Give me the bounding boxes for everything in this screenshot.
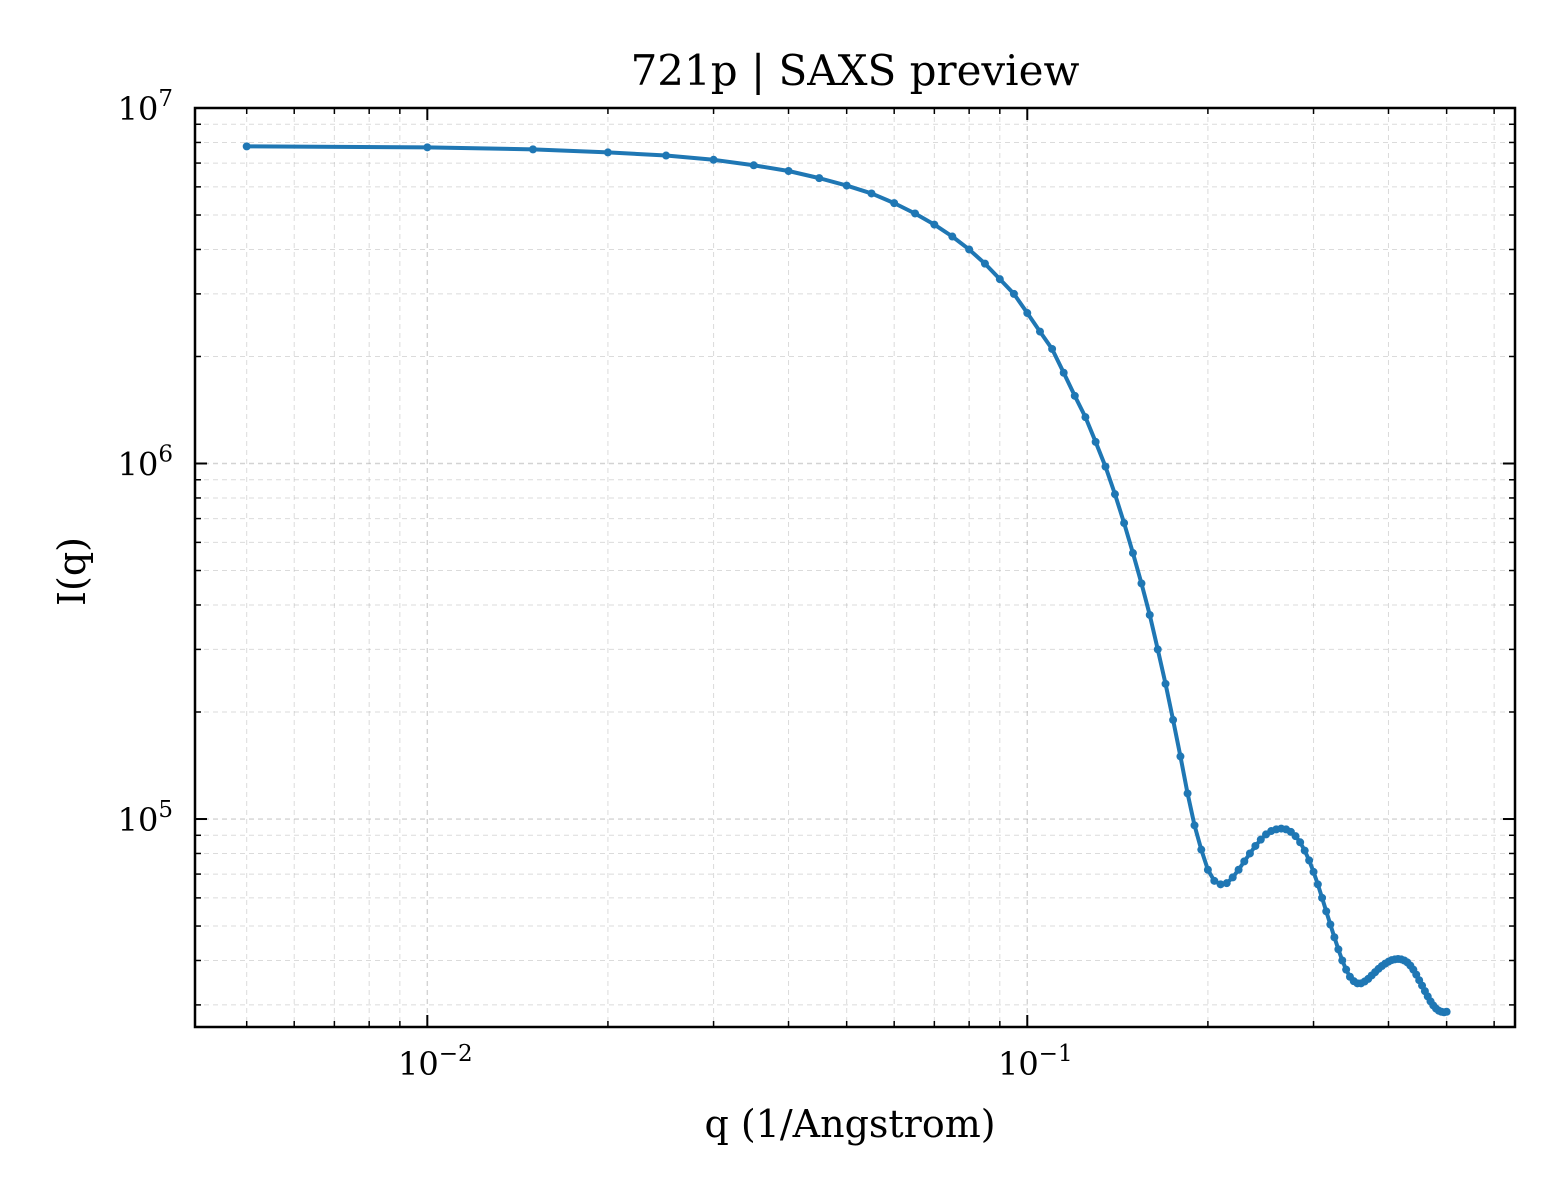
data-point: [1059, 368, 1068, 377]
data-point: [842, 181, 851, 190]
data-point: [1338, 956, 1347, 965]
data-point: [1240, 857, 1249, 866]
data-point: [528, 145, 537, 154]
data-point: [242, 142, 251, 151]
data-point: [1234, 865, 1243, 874]
axis-ticks: [195, 107, 1515, 1027]
data-point: [662, 151, 671, 160]
data-point: [1222, 879, 1231, 888]
x-tick-label: 10−2: [398, 1041, 473, 1083]
data-point: [1305, 856, 1314, 865]
data-point: [1035, 327, 1044, 336]
data-point: [1256, 835, 1265, 844]
data-point: [1176, 752, 1185, 761]
data-point: [911, 209, 920, 218]
data-point: [948, 232, 957, 241]
y-tick-label: 107: [118, 86, 173, 128]
data-point: [1334, 945, 1343, 954]
plot-data: [242, 142, 1451, 1017]
data-point: [1245, 849, 1254, 858]
data-point: [603, 148, 612, 157]
data-point: [1128, 549, 1137, 558]
tick-labels: 10−2 10−1 105 106 107: [118, 86, 1073, 1083]
data-point: [980, 259, 989, 268]
data-point: [1120, 519, 1129, 528]
y-axis-label: I(q): [50, 537, 94, 606]
data-point: [1153, 645, 1162, 654]
data-point: [1291, 832, 1300, 841]
plot-frame: [193, 106, 1517, 1029]
data-point: [1342, 965, 1351, 974]
data-point: [1161, 679, 1170, 688]
data-point: [1023, 309, 1032, 318]
data-point: [1300, 846, 1309, 855]
data-point: [1081, 413, 1090, 422]
data-point: [1251, 841, 1260, 850]
data-point: [1326, 920, 1335, 929]
data-point: [1190, 821, 1199, 830]
data-point: [1048, 344, 1057, 353]
chart-title: 721p | SAXS preview: [631, 46, 1080, 95]
data-point: [1145, 610, 1154, 619]
data-point: [1110, 490, 1119, 499]
data-point: [1070, 391, 1079, 400]
y-tick-label: 106: [118, 442, 173, 484]
data-point: [1183, 789, 1192, 798]
data-point: [1137, 579, 1146, 588]
data-point: [1203, 865, 1212, 874]
x-tick-label: 10−1: [998, 1041, 1073, 1083]
x-axis-label: q (1/Angstrom): [704, 1102, 995, 1146]
data-point: [995, 275, 1004, 284]
data-point: [1228, 873, 1237, 882]
data-point: [890, 199, 899, 208]
data-point: [1296, 838, 1305, 847]
data-point: [930, 220, 939, 229]
data-point: [749, 161, 758, 170]
data-point: [709, 155, 718, 164]
data-point: [1210, 876, 1219, 885]
data-point: [1313, 880, 1322, 889]
data-point: [1322, 907, 1331, 916]
data-point: [1197, 845, 1206, 854]
data-point: [1101, 462, 1110, 471]
data-point: [1442, 1007, 1451, 1016]
data-point: [867, 189, 876, 198]
data-point: [1309, 867, 1318, 876]
data-point: [423, 143, 432, 152]
data-point: [1318, 893, 1327, 902]
data-point: [1169, 715, 1178, 724]
data-point: [965, 245, 974, 254]
grid: [195, 107, 1515, 1027]
data-point: [1091, 437, 1100, 446]
y-tick-label: 105: [118, 797, 173, 839]
data-point: [1009, 289, 1018, 298]
data-point: [815, 174, 824, 183]
data-point: [1216, 880, 1225, 889]
data-point: [1330, 933, 1339, 942]
data-point: [784, 166, 793, 175]
